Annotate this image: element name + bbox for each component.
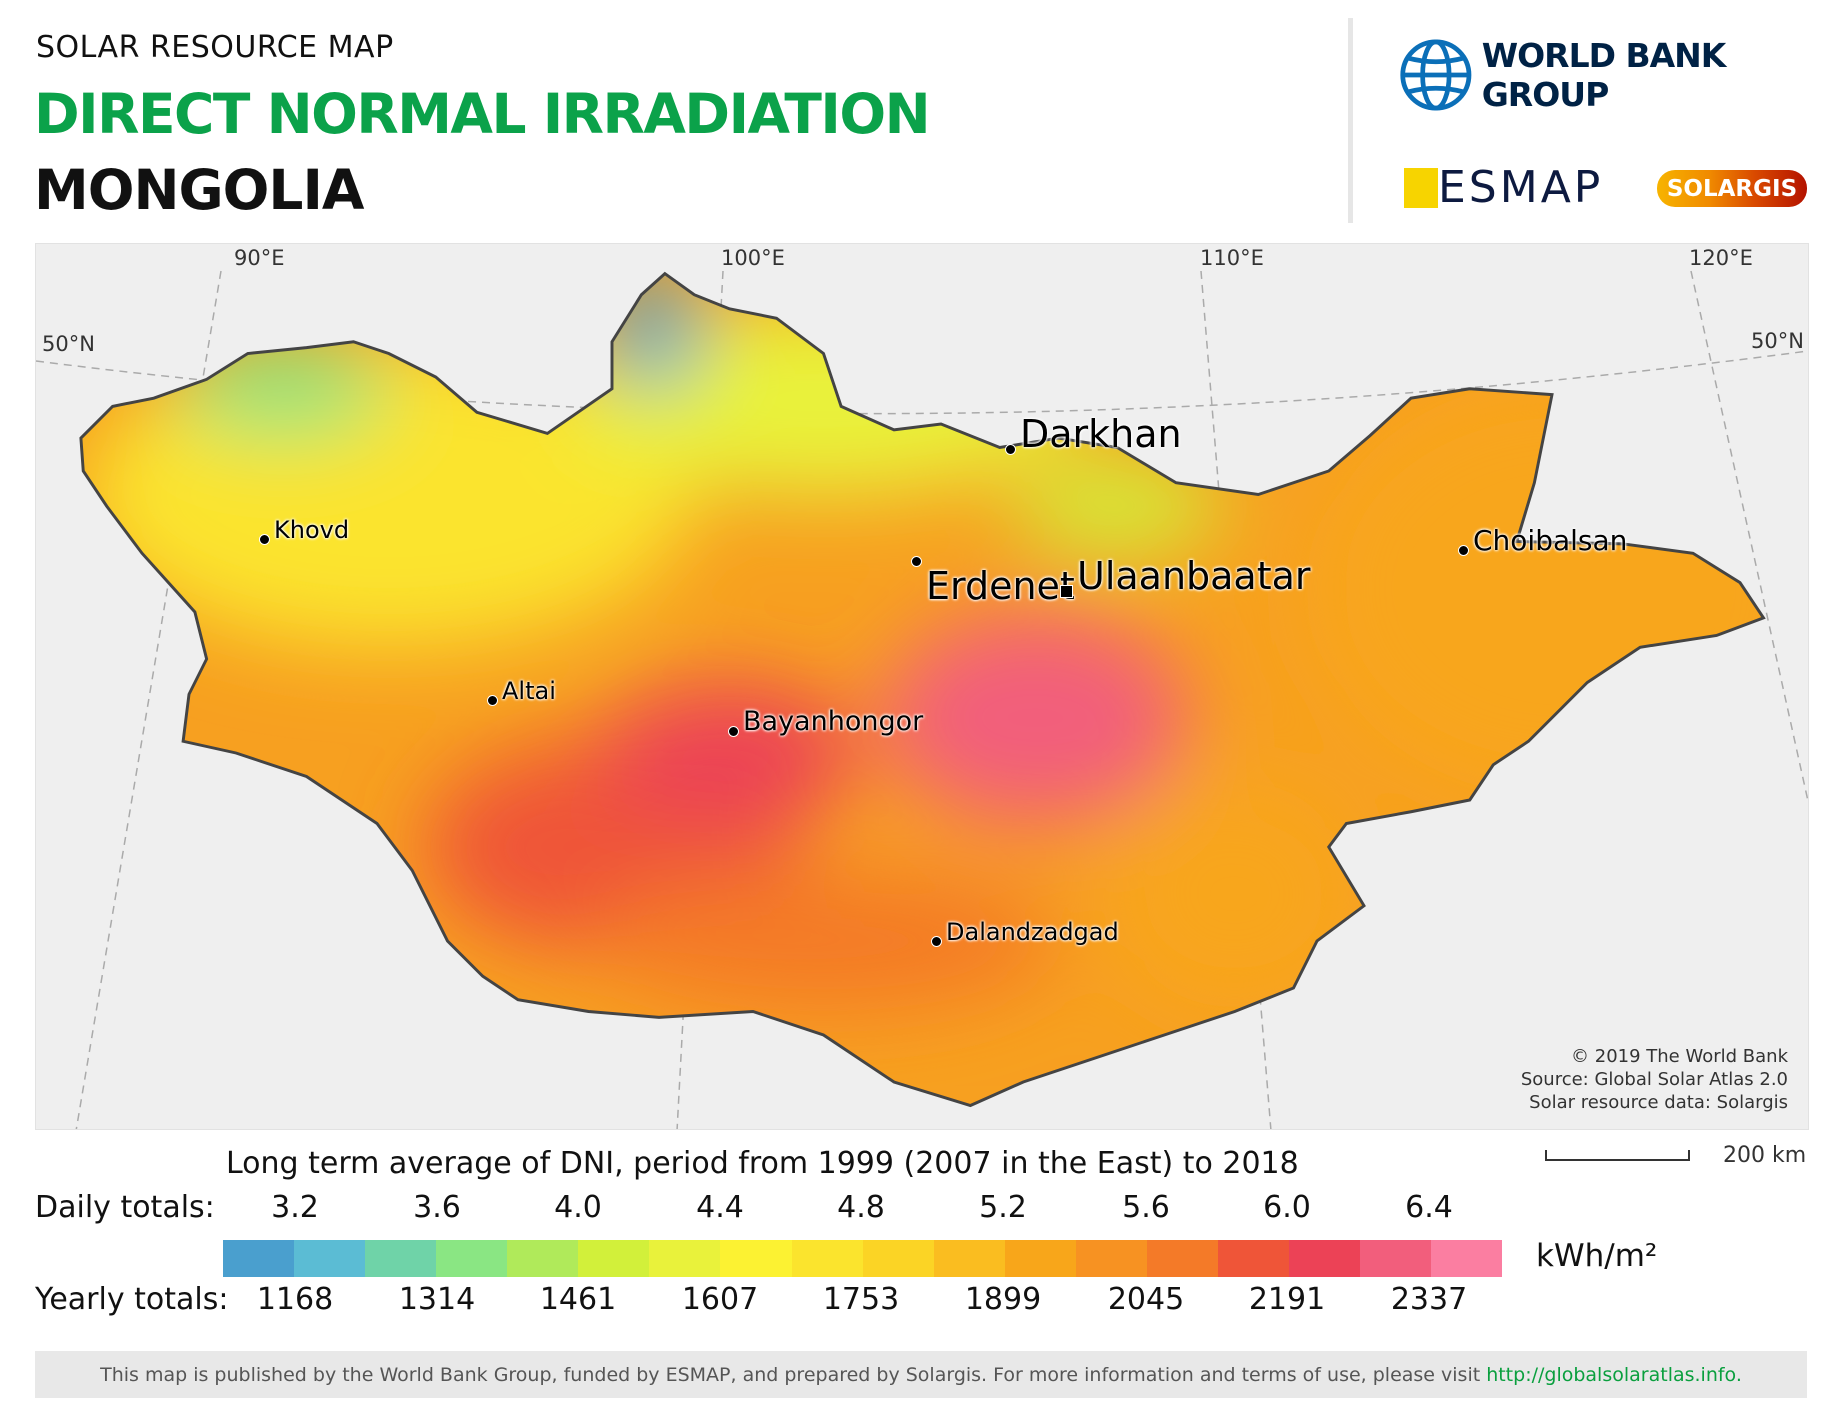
city-marker — [931, 936, 942, 947]
esmap-logo: ESMAP — [1404, 162, 1604, 213]
color-swatch — [1146, 1240, 1218, 1277]
scale-label: 200 km — [1723, 1143, 1807, 1168]
world-bank-wordmark: WORLD BANK GROUP — [1481, 36, 1727, 114]
color-swatch — [720, 1240, 792, 1277]
color-swatch — [294, 1240, 366, 1277]
daily-tick: 5.6 — [1122, 1190, 1170, 1225]
yearly-tick: 1461 — [539, 1282, 617, 1317]
lon-label: 120°E — [1689, 246, 1753, 270]
yearly-tick: 2045 — [1107, 1282, 1185, 1317]
city-erdenet: Erdenet — [911, 514, 1075, 608]
yearly-tick: 1168 — [256, 1282, 334, 1317]
color-swatch — [507, 1240, 579, 1277]
scale-bar — [1545, 1150, 1690, 1161]
capital-marker — [1060, 584, 1073, 598]
globe-icon — [1400, 39, 1472, 111]
lat-label: 50°N — [1751, 329, 1804, 353]
data-source-text: Solar resource data: Solargis — [1529, 1092, 1788, 1113]
city-bayanhongor: Bayanhongor — [728, 706, 923, 737]
legend-title: Long term average of DNI, period from 19… — [226, 1146, 1299, 1181]
city-choibalsan: Choibalsan — [1458, 524, 1627, 557]
esmap-wordmark: ESMAP — [1438, 162, 1604, 213]
color-scale-bar — [223, 1240, 1503, 1277]
color-swatch — [365, 1240, 437, 1277]
city-marker — [1005, 443, 1016, 455]
yearly-tick: 1607 — [681, 1282, 759, 1317]
yearly-totals-label: Yearly totals: — [35, 1282, 229, 1317]
yearly-tick: 1753 — [822, 1282, 900, 1317]
daily-tick: 5.2 — [979, 1190, 1027, 1225]
daily-tick: 6.4 — [1405, 1190, 1453, 1225]
map-subtitle: SOLAR RESOURCE MAP — [36, 30, 394, 65]
country-border — [79, 271, 1766, 1108]
color-swatch — [933, 1240, 1005, 1277]
world-bank-logo: WORLD BANK GROUP — [1398, 35, 1842, 115]
color-swatch — [1217, 1240, 1289, 1277]
copyright-text: © 2019 The World Bank — [1571, 1046, 1788, 1067]
yearly-tick: 2337 — [1390, 1282, 1468, 1317]
city-dalandzadgad: Dalandzadgad — [931, 918, 1119, 947]
color-swatch — [436, 1240, 508, 1277]
country-title: MONGOLIA — [34, 158, 364, 222]
city-ulaanbaatar: Ulaanbaatar — [1060, 554, 1311, 598]
yearly-tick: 2191 — [1248, 1282, 1326, 1317]
color-swatch — [791, 1240, 863, 1277]
daily-tick: 4.0 — [554, 1190, 602, 1225]
color-swatch — [223, 1240, 295, 1277]
daily-tick: 6.0 — [1263, 1190, 1311, 1225]
mongolia-raster — [79, 271, 1766, 1108]
sun-icon — [1404, 168, 1438, 208]
color-swatch — [578, 1240, 650, 1277]
city-marker — [1458, 545, 1469, 556]
city-altai: Altai — [487, 677, 556, 706]
solargis-logo: SOLARGIS — [1657, 170, 1807, 207]
atlas-link[interactable]: http://globalsolaratlas.info. — [1486, 1363, 1742, 1386]
color-swatch — [862, 1240, 934, 1277]
city-marker — [487, 695, 498, 706]
daily-tick: 4.4 — [696, 1190, 744, 1225]
city-marker — [728, 726, 739, 737]
dni-map: 90°E 100°E 110°E 120°E 50°N 50°N Darkhan… — [35, 243, 1809, 1130]
yearly-tick: 1314 — [398, 1282, 476, 1317]
yearly-tick: 1899 — [964, 1282, 1042, 1317]
daily-tick: 4.8 — [837, 1190, 885, 1225]
daily-tick: 3.6 — [413, 1190, 461, 1225]
footer-text: This map is published by the World Bank … — [100, 1363, 1481, 1386]
color-swatch — [1360, 1240, 1432, 1277]
color-swatch — [1431, 1240, 1503, 1277]
city-marker — [911, 555, 922, 567]
lon-label: 110°E — [1200, 246, 1264, 270]
color-swatch — [1288, 1240, 1360, 1277]
city-khovd: Khovd — [259, 516, 349, 545]
map-credits: © 2019 The World Bank Source: Global Sol… — [1521, 1045, 1788, 1114]
color-swatch — [1004, 1240, 1076, 1277]
city-marker — [259, 534, 270, 545]
city-darkhan: Darkhan — [1005, 412, 1182, 456]
unit-label: kWh/m² — [1536, 1238, 1658, 1274]
header-divider — [1348, 18, 1353, 223]
lon-label: 100°E — [721, 246, 785, 270]
map-title: DIRECT NORMAL IRRADIATION — [34, 82, 931, 146]
lat-label: 50°N — [42, 332, 95, 356]
lon-label: 90°E — [234, 246, 285, 270]
footer-bar: This map is published by the World Bank … — [35, 1351, 1807, 1398]
daily-totals-label: Daily totals: — [35, 1190, 215, 1225]
map-canvas — [36, 270, 1808, 1129]
color-swatch — [1075, 1240, 1147, 1277]
source-text: Source: Global Solar Atlas 2.0 — [1520, 1069, 1788, 1090]
daily-tick: 3.2 — [271, 1190, 319, 1225]
color-swatch — [649, 1240, 721, 1277]
